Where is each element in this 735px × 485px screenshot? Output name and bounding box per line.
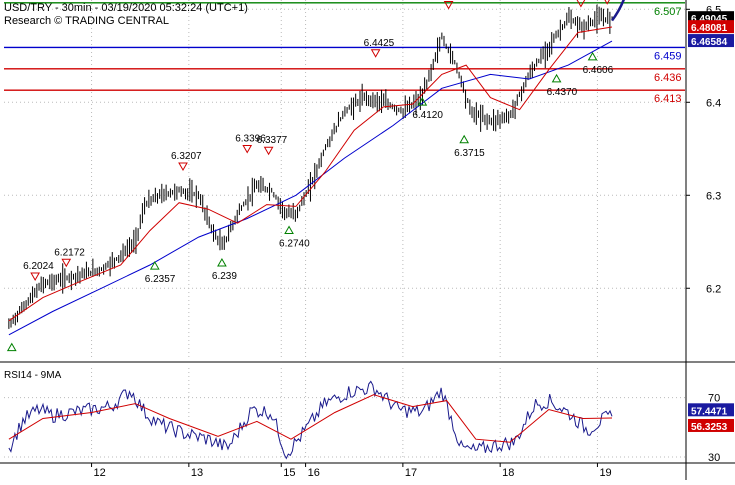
rsi-line — [8, 380, 613, 460]
swing-high-label: 6.3207 — [171, 151, 202, 162]
source-label: Research © TRADING CENTRAL — [4, 15, 169, 27]
swing-low-label: 6.2357 — [145, 274, 176, 285]
swing-low-marker — [417, 97, 428, 106]
swing-low-label: 6.4120 — [412, 110, 443, 121]
swing-high-label: 6.2024 — [23, 261, 54, 272]
level-label: 6.507 — [654, 6, 682, 18]
x-tick-label: 16 — [308, 467, 320, 479]
swing-high-marker — [263, 146, 274, 156]
swing-high-label: 6.2172 — [54, 247, 85, 258]
x-tick-label: 17 — [405, 467, 417, 479]
x-tick-label: 13 — [191, 467, 203, 479]
y-tick-label: 6.3 — [706, 190, 721, 202]
swing-low-label: 6.4370 — [547, 87, 578, 98]
price-tag-ma_fast — [688, 20, 734, 34]
swing-high-label: 6.4425 — [364, 38, 395, 49]
price-tag-ma_slow — [688, 34, 734, 48]
rsi-y-tick-label: 30 — [708, 452, 720, 464]
swing-high-marker — [178, 162, 188, 172]
rsi-tag-label: 57.4471 — [691, 406, 728, 417]
rsi-y-tick-label: 70 — [708, 393, 720, 405]
ma-slow-line — [8, 40, 613, 336]
swing-high-marker — [370, 49, 381, 58]
swing-low-marker — [587, 51, 598, 61]
swing-high-marker — [443, 1, 454, 10]
x-tick-label: 19 — [599, 467, 611, 479]
swing-high-label: 6.3377 — [257, 135, 288, 146]
swing-high-label: 6.3396 — [235, 133, 266, 144]
swing-low-label: 6.2740 — [279, 238, 310, 249]
rsi-tag-label: 56.3253 — [691, 422, 728, 433]
swing-high-marker — [576, 0, 586, 8]
swing-high-marker — [242, 144, 253, 154]
x-tick-label: 18 — [502, 467, 514, 479]
swing-high-marker — [30, 272, 40, 282]
swing-low-label: 6.239 — [212, 271, 237, 282]
swing-high-marker — [61, 258, 72, 268]
swing-low-label: 6.3715 — [454, 148, 485, 159]
y-tick-label: 6.2 — [706, 283, 721, 295]
price-tag-label: 6.48081 — [691, 23, 728, 34]
level-label: 6.459 — [654, 50, 682, 62]
rsi-title: RSI14 - 9MA — [4, 370, 62, 381]
swing-low-marker — [6, 342, 17, 352]
forecast-arrow-line — [611, 0, 626, 22]
swing-low-marker — [149, 261, 160, 270]
swing-low-marker — [217, 257, 227, 267]
swing-high-label: 6.4944 — [437, 0, 468, 1]
x-tick-label: 12 — [94, 467, 106, 479]
price-tag-label: 6.49045 — [691, 14, 728, 25]
swing-low-marker — [459, 134, 470, 144]
level-label: 6.413 — [654, 93, 682, 105]
y-tick-label: 6.4 — [706, 97, 721, 109]
chart-title: USD/TRY - 30min - 03/19/2020 05:32:24 (U… — [4, 2, 248, 14]
swing-low-label: 6.4606 — [583, 65, 614, 76]
price-layer — [8, 4, 613, 336]
rsi-tag-rsi — [688, 403, 734, 417]
rsi-tag-rsi_ma — [688, 418, 734, 432]
rsi-ma-line — [8, 394, 613, 443]
swing-low-marker — [551, 73, 562, 83]
x-tick-label: 15 — [283, 467, 295, 479]
rsi-layer — [8, 380, 613, 460]
ma-fast-line — [8, 26, 613, 322]
level-label: 6.436 — [654, 72, 682, 84]
swing-low-marker — [284, 225, 294, 234]
swing-high-marker — [604, 0, 610, 5]
price-tag-label: 6.46584 — [691, 37, 728, 48]
